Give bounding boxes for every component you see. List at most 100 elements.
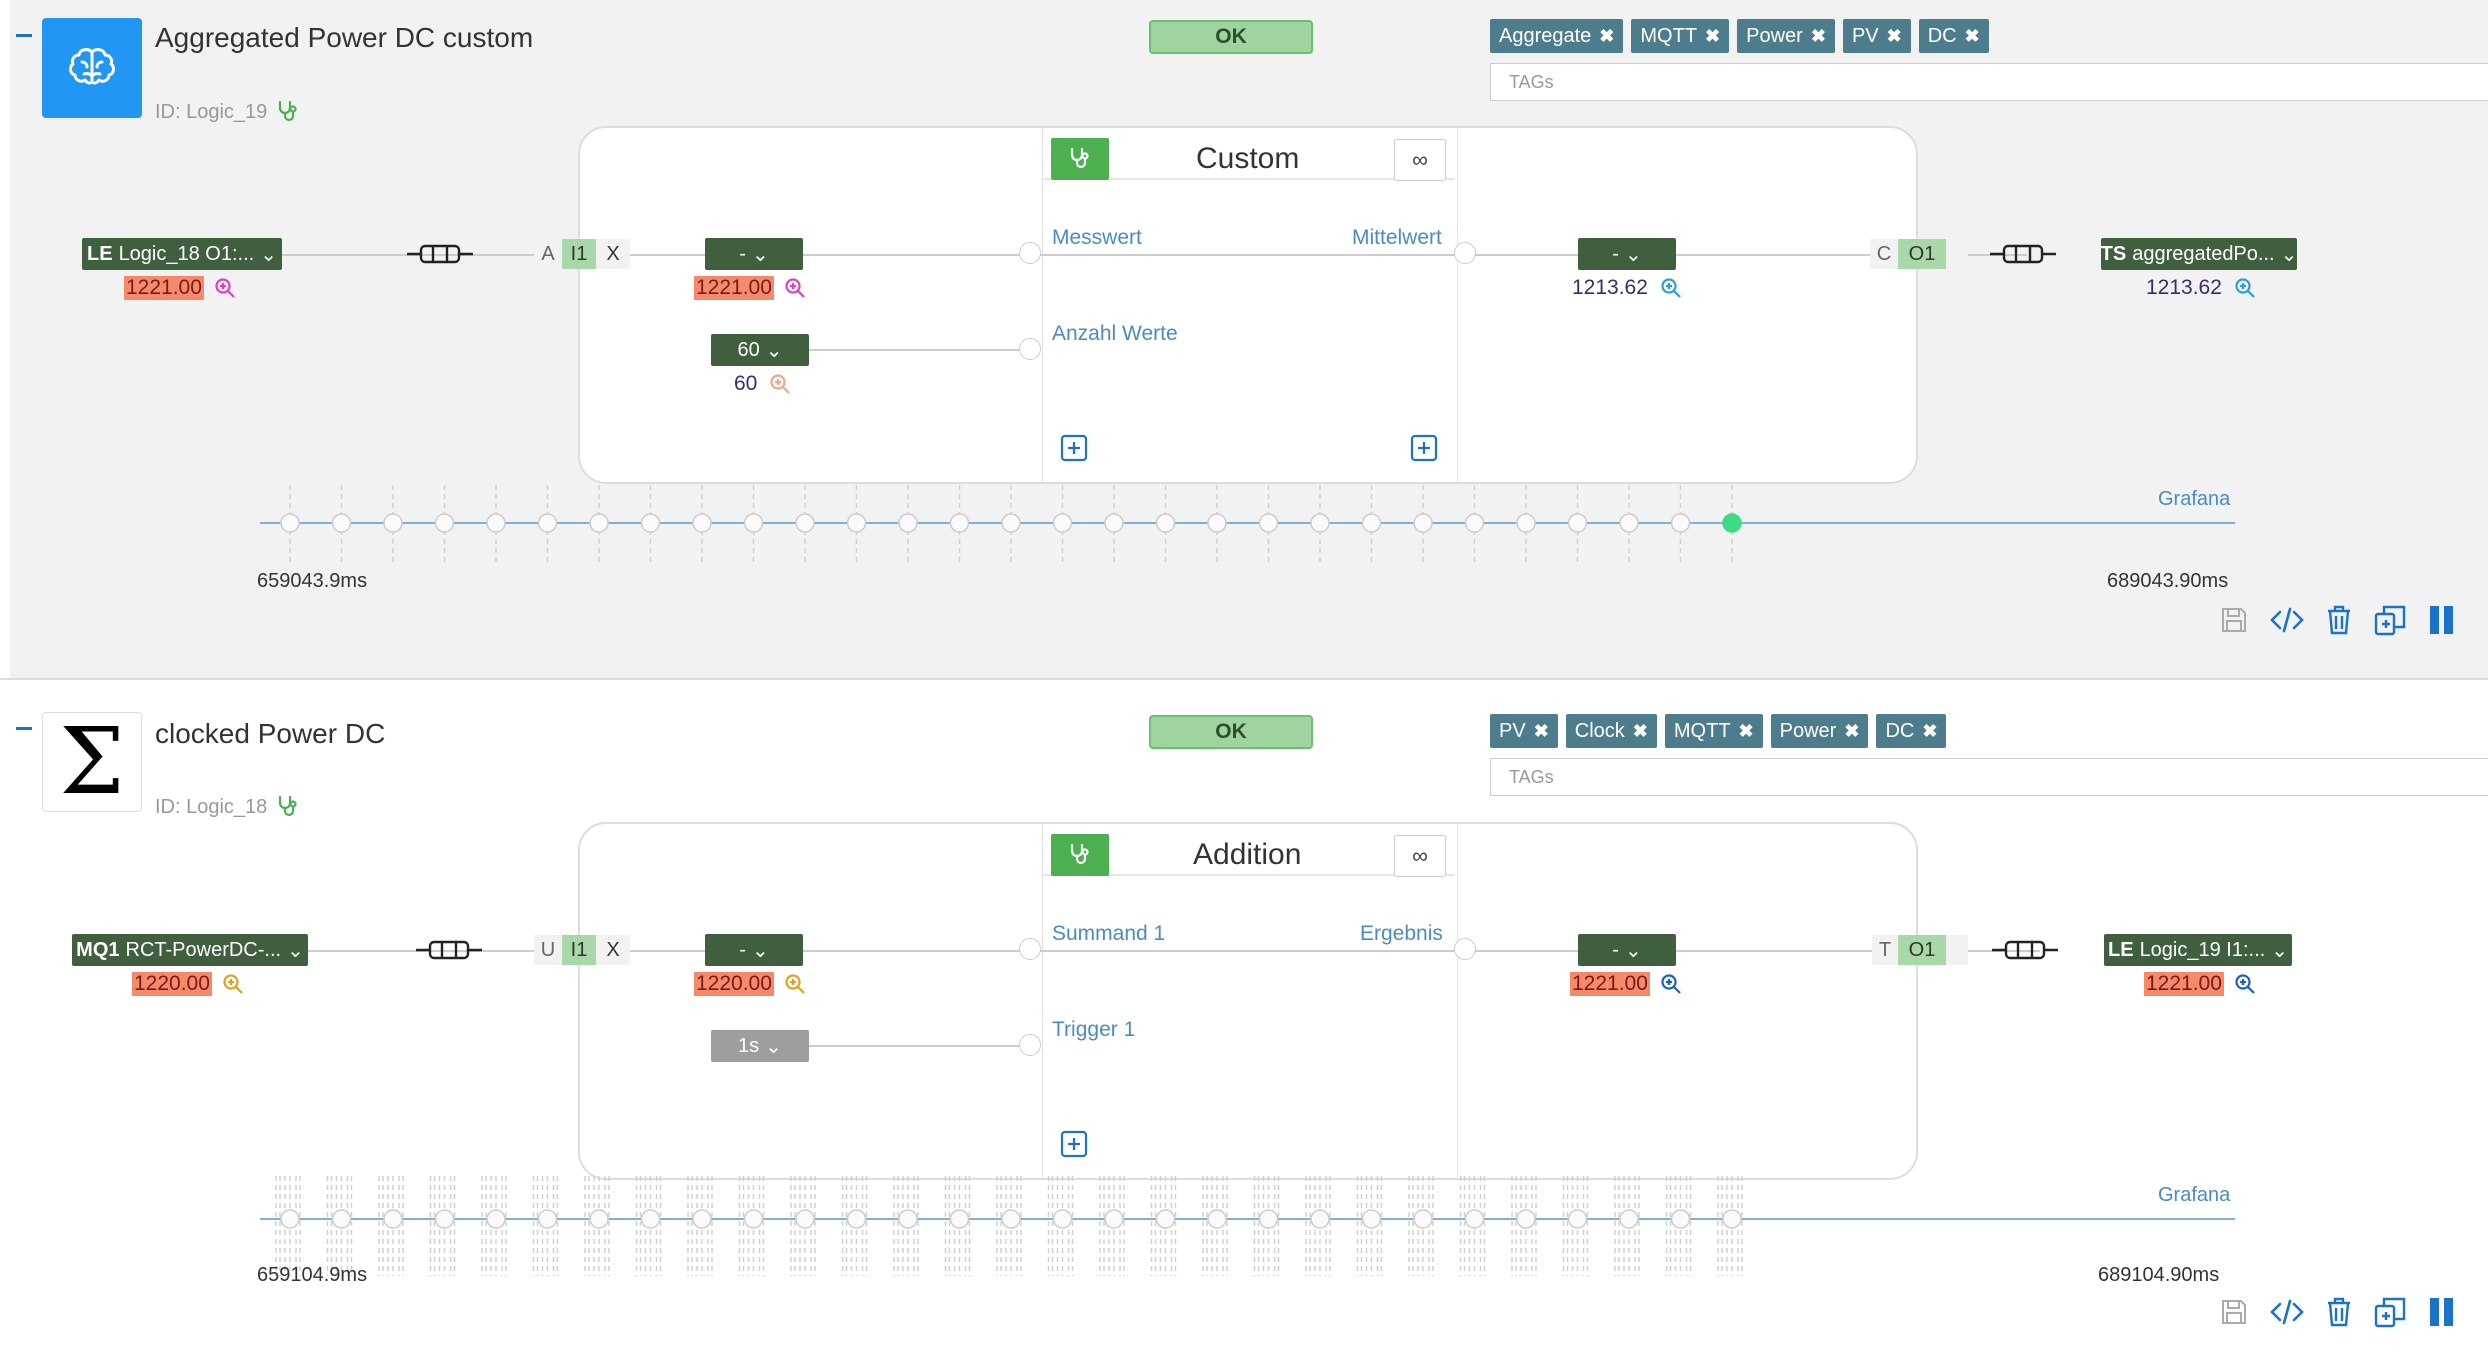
timeline-point[interactable]	[1258, 513, 1279, 533]
debug-button[interactable]	[1051, 834, 1109, 876]
timeline-point[interactable]	[1001, 1209, 1021, 1229]
tags-input[interactable]: TAGs	[1490, 758, 2488, 796]
timeline-point[interactable]	[846, 513, 867, 533]
remove-tag-icon[interactable]: ✖	[1922, 720, 1938, 741]
timeline-point[interactable]	[1258, 1209, 1279, 1229]
pause-icon[interactable]	[2428, 605, 2456, 635]
zoom-icon[interactable]	[222, 973, 244, 995]
tag[interactable]: Power ✖	[1770, 714, 1869, 748]
timeline-point[interactable]	[1052, 1209, 1073, 1229]
timeline-point[interactable]	[1310, 513, 1330, 533]
timeline-point[interactable]	[589, 513, 609, 533]
output-target-dropdown[interactable]: TS aggregatedPo... ⌄	[2101, 238, 2297, 270]
timeline-point[interactable]	[1207, 1209, 1227, 1229]
connector-icon[interactable]	[1990, 936, 2060, 964]
input-port[interactable]	[1019, 1034, 1041, 1056]
code-icon[interactable]	[2270, 1298, 2304, 1326]
output-dropdown[interactable]: - ⌄	[1578, 238, 1676, 270]
timeline-point[interactable]	[1413, 513, 1433, 533]
io-remove[interactable]: X	[596, 239, 630, 269]
timeline-point[interactable]	[1155, 1209, 1176, 1229]
input-port[interactable]	[1019, 242, 1041, 264]
add-input-button[interactable]	[1060, 1130, 1088, 1158]
tag[interactable]: Power ✖	[1737, 19, 1835, 53]
timeline-point[interactable]	[1722, 1209, 1742, 1229]
timeline-point[interactable]	[898, 1209, 918, 1229]
timeline-point[interactable]	[692, 513, 712, 533]
stethoscope-icon[interactable]	[277, 795, 299, 819]
timeline-point[interactable]	[486, 1209, 506, 1229]
timeline-point[interactable]	[486, 513, 506, 533]
add-output-button[interactable]	[1410, 434, 1438, 462]
timeline-point[interactable]	[795, 513, 815, 533]
infinity-button[interactable]: ∞	[1394, 835, 1446, 877]
output-port-label[interactable]: Mittelwert	[1352, 226, 1442, 249]
remove-tag-icon[interactable]: ✖	[1886, 25, 1902, 46]
timeline-point[interactable]	[537, 1209, 558, 1229]
remove-tag-icon[interactable]: ✖	[1844, 720, 1860, 741]
io-label[interactable]: I1	[562, 239, 596, 269]
timeline-point[interactable]	[1567, 513, 1588, 533]
input-dropdown[interactable]: 1s ⌄	[711, 1030, 809, 1062]
timeline-point[interactable]	[1104, 513, 1124, 533]
timeline-point[interactable]	[589, 1209, 609, 1229]
tag[interactable]: DC ✖	[1876, 714, 1947, 748]
timeline-point[interactable]	[1361, 1209, 1382, 1229]
trash-icon[interactable]	[2326, 1297, 2352, 1327]
timeline-point[interactable]	[1207, 513, 1227, 533]
timeline-point[interactable]	[795, 1209, 815, 1229]
zoom-icon[interactable]	[784, 277, 806, 299]
collapse-button[interactable]	[16, 34, 32, 37]
timeline-point[interactable]	[1001, 513, 1021, 533]
input-source-dropdown[interactable]: LE Logic_18 O1:... ⌄	[82, 238, 282, 270]
timeline-point[interactable]	[743, 1209, 764, 1229]
timeline-point[interactable]	[434, 513, 455, 533]
copy-icon[interactable]	[2374, 1296, 2406, 1328]
remove-tag-icon[interactable]: ✖	[1810, 25, 1826, 46]
zoom-icon[interactable]	[2234, 973, 2256, 995]
save-icon[interactable]	[2220, 606, 2248, 634]
output-dropdown[interactable]: - ⌄	[1578, 934, 1676, 966]
timeline-point[interactable]	[949, 513, 970, 533]
pause-icon[interactable]	[2428, 1297, 2456, 1327]
timeline-point[interactable]	[846, 1209, 867, 1229]
timeline-point[interactable]	[1670, 513, 1691, 533]
debug-button[interactable]	[1051, 138, 1109, 180]
timeline-point[interactable]	[1104, 1209, 1124, 1229]
output-port[interactable]	[1454, 242, 1476, 264]
timeline-point[interactable]	[280, 513, 300, 533]
zoom-icon[interactable]	[784, 973, 806, 995]
timeline-point[interactable]	[1567, 1209, 1588, 1229]
connector-icon[interactable]	[414, 936, 484, 964]
input-port-label[interactable]: Summand 1	[1052, 922, 1166, 945]
tag[interactable]: Aggregate ✖	[1490, 19, 1624, 53]
input-dropdown[interactable]: - ⌄	[705, 238, 803, 270]
grafana-link[interactable]: Grafana	[2158, 1184, 2231, 1206]
tag[interactable]: MQTT ✖	[1631, 19, 1730, 53]
timeline-point[interactable]	[898, 513, 918, 533]
timeline-point[interactable]	[1516, 513, 1536, 533]
io-label[interactable]: O1	[1898, 935, 1946, 965]
timeline-point[interactable]	[1619, 1209, 1639, 1229]
io-label[interactable]: I1	[562, 935, 596, 965]
timeline-point[interactable]	[1361, 513, 1382, 533]
output-port[interactable]	[1454, 938, 1476, 960]
tag[interactable]: Clock ✖	[1565, 714, 1657, 748]
zoom-icon[interactable]	[1660, 277, 1682, 299]
zoom-icon[interactable]	[769, 373, 791, 395]
timeline-point[interactable]	[640, 513, 661, 533]
remove-tag-icon[interactable]: ✖	[1964, 25, 1980, 46]
timeline-point[interactable]	[1155, 513, 1176, 533]
zoom-icon[interactable]	[1660, 973, 1682, 995]
timeline-point[interactable]	[434, 1209, 455, 1229]
input-port[interactable]	[1019, 338, 1041, 360]
timeline-point[interactable]	[1310, 1209, 1330, 1229]
input-dropdown[interactable]: - ⌄	[705, 934, 803, 966]
timeline-point[interactable]	[640, 1209, 661, 1229]
timeline-point[interactable]	[949, 1209, 970, 1229]
input-port-label[interactable]: Trigger 1	[1052, 1018, 1136, 1041]
timeline-point[interactable]	[1516, 1209, 1536, 1229]
tags-input[interactable]: TAGs	[1490, 63, 2488, 101]
code-icon[interactable]	[2270, 606, 2304, 634]
remove-tag-icon[interactable]: ✖	[1599, 25, 1615, 46]
